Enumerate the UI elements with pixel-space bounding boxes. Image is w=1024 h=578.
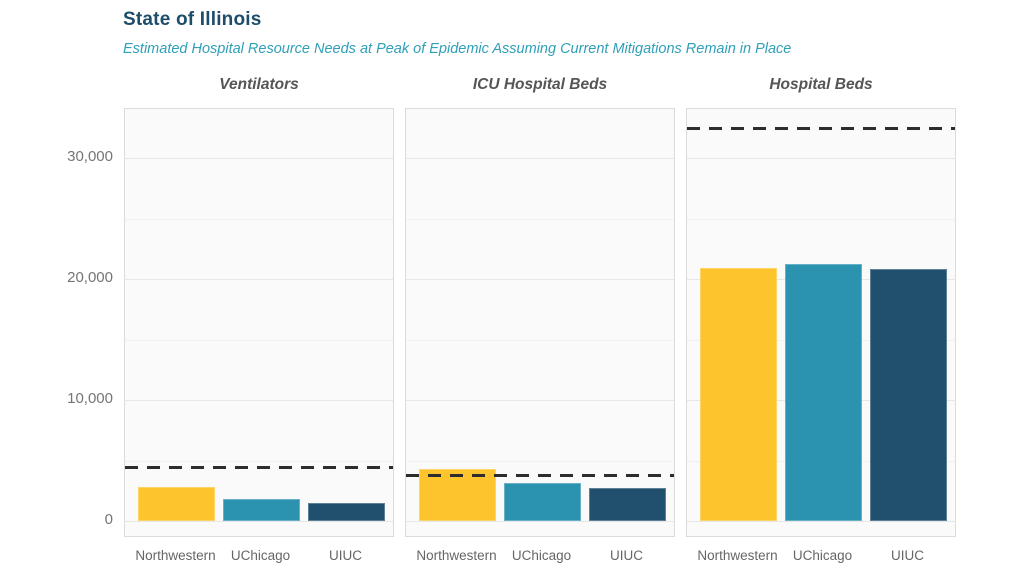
x-axis-category-label: UIUC [610, 548, 643, 563]
facet-title: Hospital Beds [769, 76, 873, 93]
facet-panel [686, 108, 956, 537]
chart-subtitle: Estimated Hospital Resource Needs at Pea… [123, 41, 792, 57]
x-axis-category-label: Northwestern [697, 548, 778, 563]
minor-gridline [687, 218, 955, 220]
major-gridline [406, 158, 674, 159]
facet-title: Ventilators [219, 76, 299, 93]
minor-gridline [125, 218, 393, 220]
minor-gridline [125, 339, 393, 341]
bar-northwestern [700, 268, 777, 521]
x-axis-category-label: UChicago [792, 548, 853, 563]
y-axis-tick-label: 10,000 [67, 390, 113, 407]
x-axis-category-label: UChicago [511, 548, 572, 563]
facet-title: ICU Hospital Beds [472, 76, 608, 93]
facet-panel [124, 108, 394, 537]
bar-uiuc [870, 269, 947, 521]
major-gridline [687, 158, 955, 159]
dashed-reference-line [687, 126, 955, 130]
major-gridline [125, 521, 393, 522]
bar-uchicago [504, 482, 581, 521]
minor-gridline [125, 460, 393, 462]
bar-uiuc [308, 502, 385, 521]
chart-title: State of Illinois [123, 9, 262, 30]
x-axis-category-label: Northwestern [135, 548, 216, 563]
bar-uiuc [589, 488, 666, 521]
major-gridline [125, 279, 393, 280]
x-axis-category-label: Northwestern [416, 548, 497, 563]
major-gridline [406, 400, 674, 401]
major-gridline [687, 521, 955, 522]
bar-northwestern [419, 468, 496, 521]
y-axis-tick-label: 0 [104, 511, 113, 528]
x-axis-category-label: UIUC [891, 548, 924, 563]
bar-uchicago [223, 499, 300, 521]
major-gridline [125, 400, 393, 401]
major-gridline [406, 521, 674, 522]
y-axis-tick-label: 30,000 [67, 148, 113, 165]
bar-northwestern [138, 487, 215, 521]
x-axis-category-label: UChicago [230, 548, 291, 563]
bar-uchicago [785, 264, 862, 521]
major-gridline [125, 158, 393, 159]
facet-panel [405, 108, 675, 537]
minor-gridline [406, 460, 674, 462]
major-gridline [406, 279, 674, 280]
y-axis-tick-label: 20,000 [67, 269, 113, 286]
x-axis-category-label: UIUC [329, 548, 362, 563]
minor-gridline [406, 339, 674, 341]
dashed-reference-line [406, 474, 674, 478]
dashed-reference-line [125, 465, 393, 469]
minor-gridline [406, 218, 674, 220]
